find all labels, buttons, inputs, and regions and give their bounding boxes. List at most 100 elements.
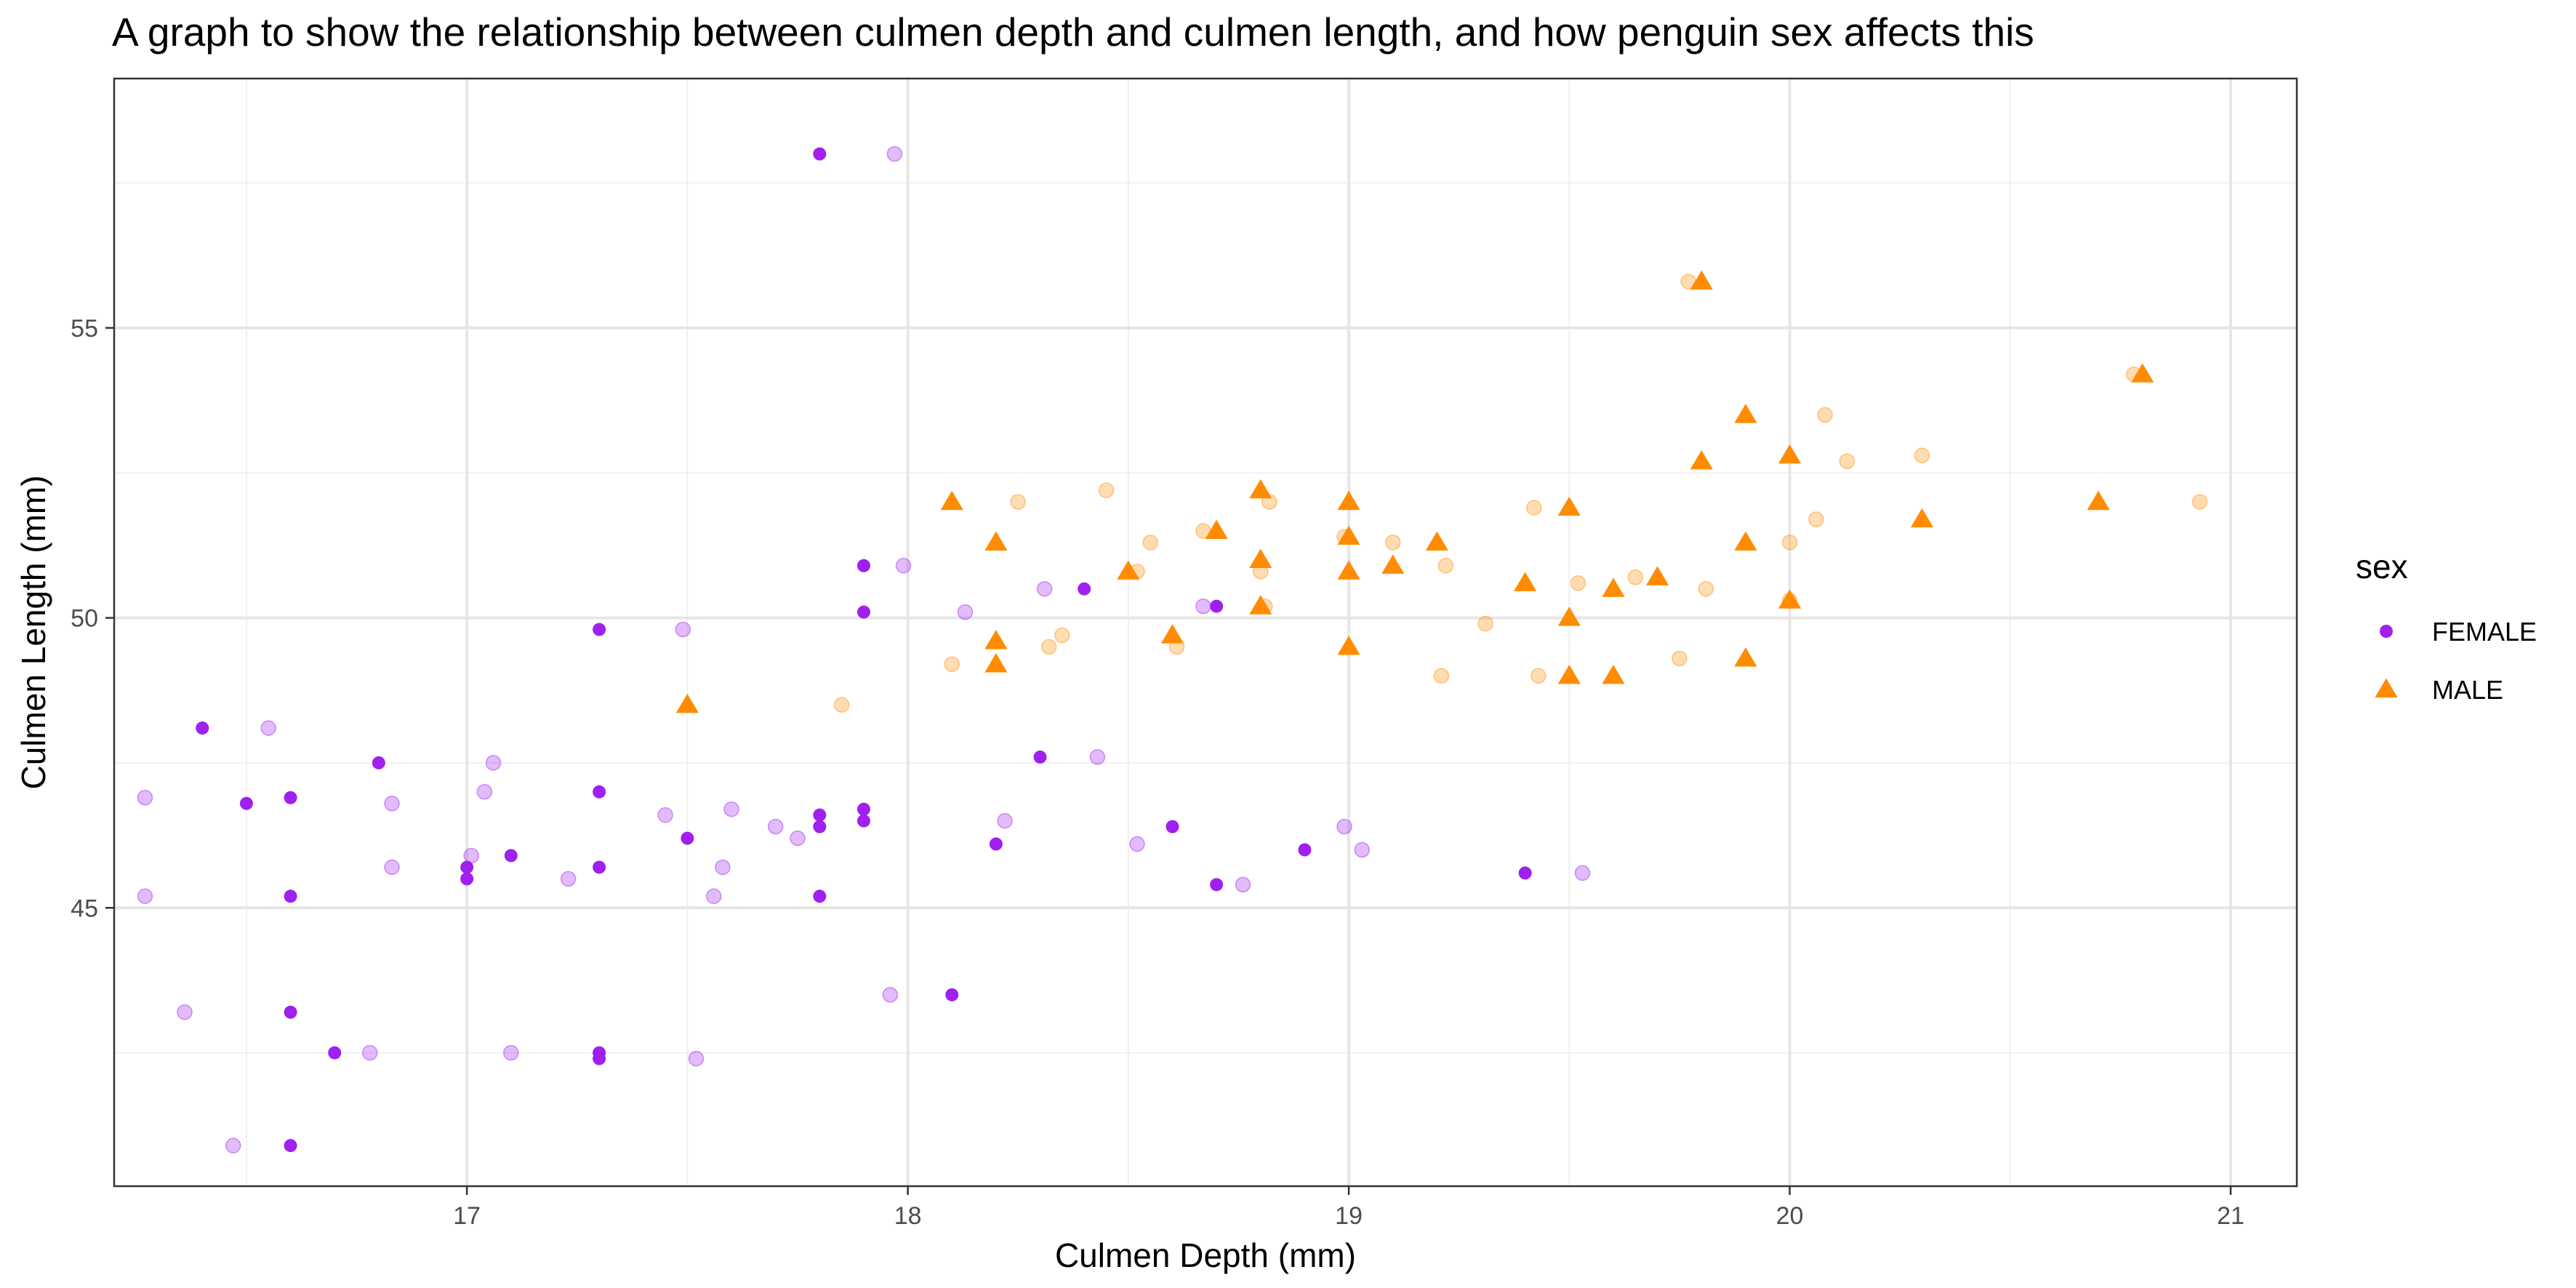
data-point-female	[1078, 582, 1091, 596]
y-tick-label: 55	[71, 315, 98, 343]
data-point-female	[813, 820, 827, 833]
jitter-point-male	[1914, 447, 1930, 464]
jitter-point-female	[503, 1044, 519, 1061]
jitter-point-female	[137, 888, 153, 905]
data-point-male	[1117, 560, 1140, 580]
data-point-female	[1518, 866, 1532, 880]
jitter-point-female	[384, 795, 400, 812]
data-point-female	[856, 605, 870, 619]
data-point-female	[813, 808, 827, 822]
jitter-point-female	[1354, 841, 1371, 858]
data-point-female	[1210, 878, 1224, 892]
data-point-female	[1165, 820, 1179, 833]
jitter-point-female	[1195, 598, 1211, 615]
data-point-female	[284, 1005, 297, 1019]
y-tick-label: 45	[71, 895, 98, 922]
data-point-male	[1910, 508, 1934, 528]
jitter-point-male	[1570, 575, 1586, 591]
data-point-female	[196, 721, 209, 735]
jitter-point-female	[790, 830, 806, 847]
x-tick-label: 19	[1335, 1202, 1363, 1230]
jitter-point-male	[1672, 650, 1688, 667]
data-points	[196, 147, 2154, 1153]
data-point-female	[284, 1139, 297, 1153]
jitter-point-female	[715, 859, 731, 876]
data-point-female	[239, 796, 253, 810]
data-point-male	[1557, 496, 1581, 516]
chart-title: A graph to show the relationship between…	[112, 9, 2034, 55]
jitter-point-male	[1384, 535, 1401, 551]
jitter-point-female	[560, 871, 577, 887]
data-point-male	[2087, 490, 2110, 511]
data-point-female	[284, 791, 297, 804]
data-point-male	[940, 490, 963, 511]
data-point-male	[1778, 444, 1802, 464]
jitter-point-female	[361, 1044, 378, 1061]
data-point-male	[1205, 519, 1228, 540]
y-axis-ticks: 45 50 55	[71, 315, 114, 922]
x-tick-label: 17	[453, 1202, 481, 1230]
jitter-point-female	[476, 784, 493, 800]
data-point-female	[372, 756, 385, 769]
jitter-point-male	[1040, 639, 1057, 655]
jitter-point-female	[1336, 818, 1352, 835]
jitter-point-male	[1627, 569, 1644, 585]
data-point-female	[284, 889, 297, 903]
legend: sex FEMALE MALE	[2356, 548, 2537, 705]
data-point-male	[1646, 566, 1669, 585]
jitter-point-female	[767, 818, 784, 835]
jitter-point-female	[706, 888, 722, 905]
data-point-male	[984, 653, 1008, 673]
data-point-female	[593, 1052, 606, 1065]
jitter-point-female	[1089, 749, 1106, 765]
jitter-point-female	[657, 807, 673, 823]
data-point-male	[1249, 548, 1272, 568]
jitter-point-male	[1098, 482, 1115, 498]
data-point-female	[1210, 599, 1224, 613]
jitter-point-female	[1036, 580, 1053, 597]
jitter-point-male	[1433, 668, 1450, 684]
data-point-male	[1690, 270, 1713, 290]
plot-panel-border	[113, 77, 2298, 1188]
jitter-point-female	[260, 720, 277, 736]
data-point-male	[1425, 531, 1448, 551]
data-point-male	[675, 693, 699, 713]
data-point-male	[2131, 363, 2154, 383]
jitter-point-male	[1817, 407, 1833, 423]
jitter-point-female	[997, 812, 1013, 829]
data-point-male	[1337, 560, 1360, 580]
data-point-male	[1734, 531, 1757, 551]
jitter-point-female	[1574, 865, 1591, 881]
data-point-male	[1557, 607, 1581, 626]
data-point-female	[593, 785, 606, 799]
data-point-female	[460, 860, 474, 874]
jitter-point-female	[225, 1137, 241, 1153]
data-point-female	[328, 1046, 342, 1060]
data-point-male	[984, 630, 1008, 649]
jitter-point-male	[833, 697, 850, 713]
jitter-point-male	[1054, 627, 1070, 644]
jitter-point-female	[485, 755, 502, 771]
data-point-male	[984, 531, 1008, 551]
data-point-male	[1337, 490, 1360, 511]
data-point-female	[856, 559, 870, 572]
jitter-point-female	[177, 1004, 193, 1020]
legend-label: FEMALE	[2432, 617, 2537, 647]
jitter-point-female	[1129, 836, 1145, 852]
x-tick-label: 21	[2217, 1202, 2244, 1230]
jitter-point-male	[1530, 668, 1546, 684]
jitter-point-male	[1142, 535, 1158, 551]
jitter-point-male	[1839, 453, 1855, 470]
data-point-male	[1381, 554, 1405, 574]
data-point-male	[1337, 636, 1360, 655]
jitter-point-female	[957, 604, 974, 620]
x-axis-title: Culmen Depth (mm)	[1055, 1236, 1356, 1274]
data-point-male	[1249, 595, 1272, 615]
jitter-point-female	[723, 801, 739, 817]
jitter-point-male	[1477, 615, 1493, 632]
jitter-point-female	[1235, 876, 1251, 893]
data-point-female	[989, 837, 1003, 851]
data-point-male	[1337, 525, 1360, 545]
data-point-male	[1514, 572, 1537, 591]
